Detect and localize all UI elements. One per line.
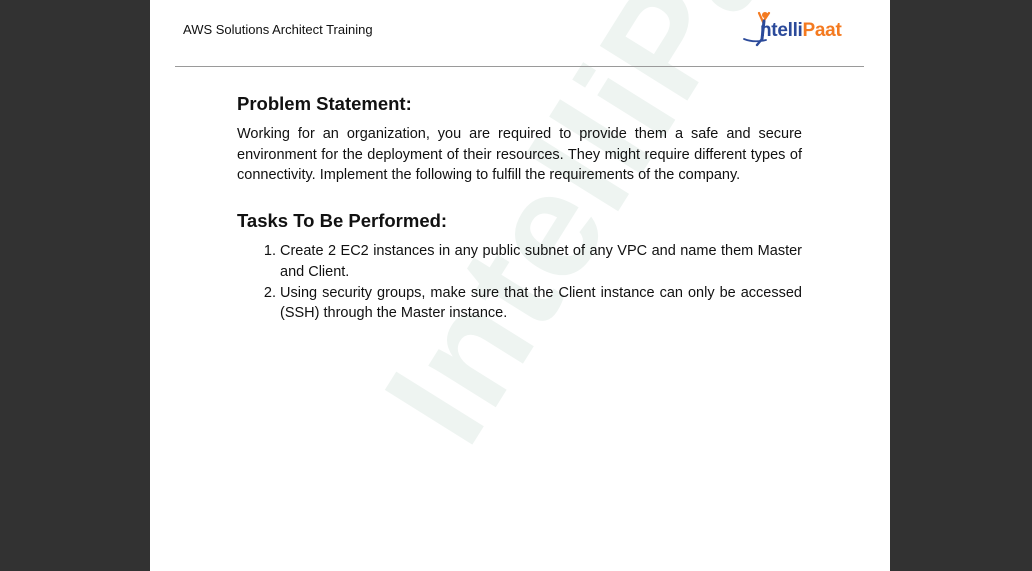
problem-statement-text: Working for an organization, you are req…	[237, 126, 802, 184]
document-content: Problem Statement: Working for an organi…	[237, 93, 802, 324]
header-title: AWS Solutions Architect Training	[183, 22, 373, 37]
tasks-heading: Tasks To Be Performed:	[237, 210, 448, 232]
logo-text: ntelliPaat	[760, 20, 842, 42]
intellipaat-figure-icon	[743, 11, 771, 47]
logo-text-paat: Paat	[802, 20, 842, 41]
logo-text-intelli: ntelli	[760, 20, 803, 41]
header-divider	[175, 66, 864, 67]
task-item: Using security groups, make sure that th…	[280, 283, 802, 324]
document-page: IntelliPaat AWS Solutions Architect Trai…	[150, 0, 890, 571]
task-item: Create 2 EC2 instances in any public sub…	[280, 241, 802, 282]
tasks-list: Create 2 EC2 instances in any public sub…	[237, 241, 802, 324]
intellipaat-logo: ntelliPaat	[742, 9, 862, 49]
problem-statement-heading: Problem Statement:	[237, 93, 412, 114]
